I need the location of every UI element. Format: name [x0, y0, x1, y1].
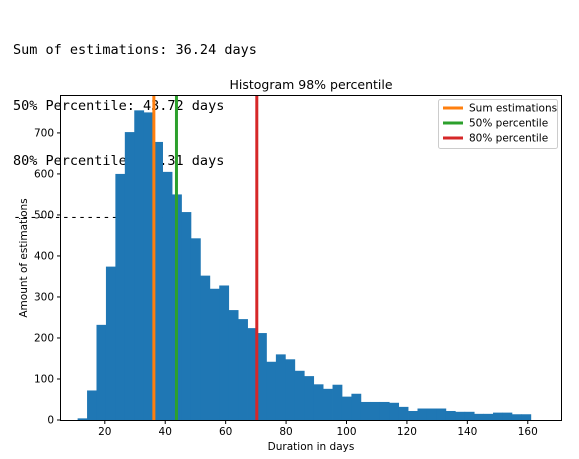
histogram-bar	[493, 412, 503, 420]
console-line-p80: 80% Percentile: 70.31 days	[13, 153, 225, 169]
histogram-bar	[474, 413, 484, 420]
x-tick-label: 140	[457, 426, 477, 438]
histogram-bar	[445, 410, 456, 420]
x-tick-label: 160	[518, 426, 538, 438]
histogram-bar	[511, 414, 522, 420]
legend-label: 50% percentile	[469, 118, 548, 130]
histogram-bar	[162, 171, 173, 420]
histogram-bar	[304, 376, 315, 420]
legend: Sum estimations 50% percentile 80% percent…	[438, 99, 558, 149]
histogram-bar	[408, 410, 418, 420]
histogram-bar	[209, 288, 220, 420]
x-tick-label: 20	[98, 426, 111, 438]
vlines-group	[152, 96, 259, 420]
y-tick-label: 700	[34, 127, 54, 139]
legend-label: Sum estimations	[469, 103, 557, 115]
histogram-bar	[360, 401, 371, 420]
chart-title: Histogram 98% percentile	[229, 77, 392, 92]
histogram-bar	[181, 212, 192, 420]
y-tick-label: 400	[34, 250, 54, 262]
histogram-bar	[256, 333, 267, 420]
histogram-bar	[285, 359, 296, 420]
histogram-bar	[417, 408, 428, 420]
histogram-bar	[124, 132, 135, 421]
histogram-bar	[436, 408, 447, 420]
histogram-bar	[105, 266, 116, 420]
histogram-bar	[153, 141, 163, 420]
y-tick-label: 600	[34, 168, 54, 180]
histogram-bar	[332, 384, 343, 420]
y-tick-label: 0	[47, 415, 54, 427]
y-tick-label: 500	[34, 209, 54, 221]
histogram-bar	[87, 390, 97, 420]
x-tick-label: 100	[336, 426, 356, 438]
histogram-bar	[77, 418, 88, 420]
histogram-bar	[228, 310, 239, 420]
x-tick-label: 80	[279, 426, 292, 438]
histogram-bar	[200, 275, 211, 420]
histogram-bar	[521, 414, 532, 420]
histogram-bar	[313, 384, 324, 420]
histogram-bar	[351, 393, 362, 420]
histogram-bar	[398, 406, 409, 420]
x-tick-label: 120	[397, 426, 417, 438]
legend-label: 80% percentile	[469, 133, 548, 145]
histogram-bar	[294, 370, 305, 420]
legend-box	[438, 99, 558, 149]
histogram-bar	[96, 324, 107, 420]
histogram-bar	[502, 412, 513, 420]
plot-frame	[60, 95, 562, 421]
y-axis-label: Amount of estimations	[18, 198, 30, 317]
histogram-bar	[379, 401, 390, 420]
x-axis-label: Duration in days	[268, 441, 355, 453]
histogram-bar	[389, 402, 400, 420]
histogram-bar	[483, 413, 494, 420]
x-tick-label: 40	[159, 426, 172, 438]
histogram-bar	[238, 319, 248, 420]
histogram-bar	[115, 173, 126, 420]
histogram-bar	[143, 112, 154, 420]
histogram-bar	[323, 388, 333, 420]
histogram-bar	[455, 411, 466, 420]
histogram-bar	[219, 285, 230, 420]
y-axis-ticks: 0 100 200 300 400 500 600 700	[34, 127, 61, 427]
histogram-bar	[247, 328, 258, 420]
histogram-bar	[275, 354, 286, 420]
y-tick-label: 200	[34, 332, 54, 344]
histogram-bar	[190, 238, 201, 420]
y-tick-label: 100	[34, 373, 54, 385]
histogram-bar	[464, 411, 475, 420]
x-tick-label: 60	[219, 426, 232, 438]
bars-group	[77, 110, 532, 421]
console-line-sum: Sum of estimations: 36.24 days	[13, 42, 257, 58]
histogram-bar	[426, 408, 437, 420]
y-tick-label: 300	[34, 291, 54, 303]
histogram-bar	[370, 401, 381, 420]
histogram-bar	[341, 396, 352, 420]
histogram-bar	[134, 110, 145, 420]
histogram-bar	[266, 361, 277, 420]
x-axis-ticks: 20 40 60 80 100 120 140 160	[98, 420, 538, 438]
